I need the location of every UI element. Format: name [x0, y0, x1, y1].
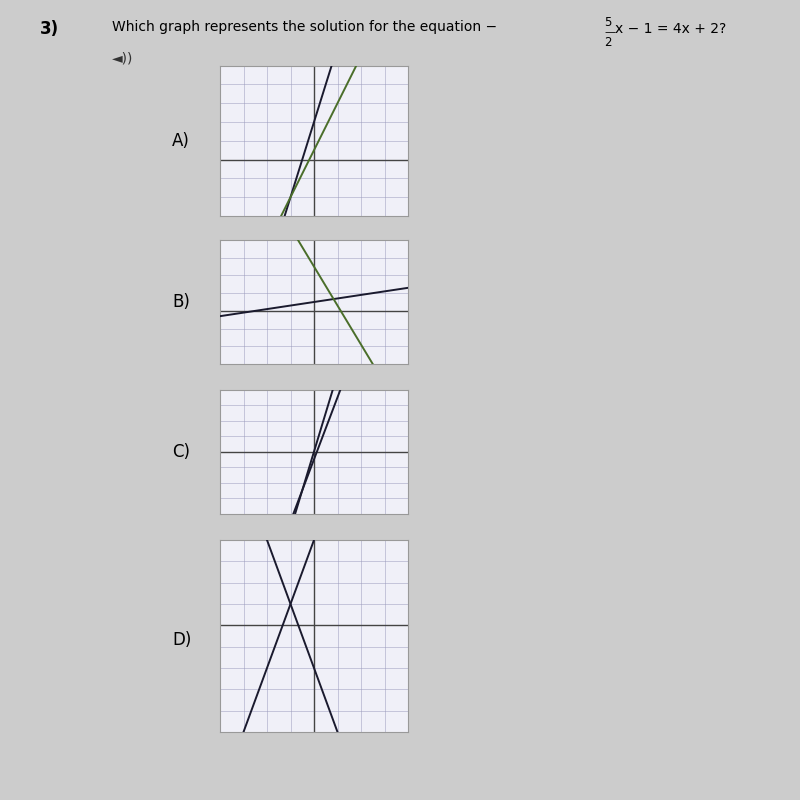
Text: A): A) — [172, 132, 190, 150]
Text: C): C) — [172, 443, 190, 461]
Text: 5: 5 — [604, 16, 611, 29]
Text: B): B) — [172, 294, 190, 311]
Text: ◄)): ◄)) — [112, 52, 134, 66]
Text: 3): 3) — [40, 20, 59, 38]
Text: x − 1 = 4x + 2?: x − 1 = 4x + 2? — [615, 22, 726, 36]
Text: Which graph represents the solution for the equation −: Which graph represents the solution for … — [112, 20, 497, 34]
Text: 2: 2 — [604, 36, 611, 49]
Text: —: — — [604, 27, 615, 37]
Text: D): D) — [172, 631, 191, 649]
